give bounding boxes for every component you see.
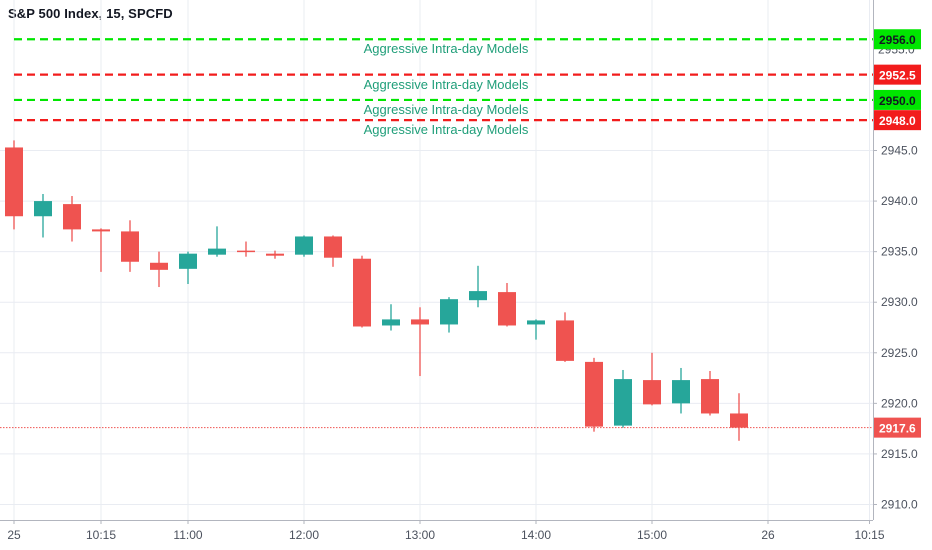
candle-body[interactable] bbox=[498, 292, 516, 326]
candle-body[interactable] bbox=[527, 320, 545, 325]
candle-body[interactable] bbox=[121, 231, 139, 262]
candle-body[interactable] bbox=[440, 299, 458, 325]
candle-body[interactable] bbox=[585, 361, 603, 427]
candle-body[interactable] bbox=[324, 236, 342, 258]
price-tick-label: 2935.0 bbox=[881, 245, 918, 259]
candle-body[interactable] bbox=[266, 253, 284, 256]
level-price-label: 2950.0 bbox=[879, 94, 916, 108]
price-tick-label: 2930.0 bbox=[881, 295, 918, 309]
level-annotation: Aggressive Intra-day Models bbox=[364, 102, 529, 117]
candle-body[interactable] bbox=[353, 258, 371, 327]
time-tick-label: 10:15 bbox=[86, 528, 116, 542]
time-tick-label: 13:00 bbox=[405, 528, 435, 542]
candle-body[interactable] bbox=[92, 229, 110, 232]
chart-title: S&P 500 Index, 15, SPCFD bbox=[8, 6, 173, 21]
candle-body[interactable] bbox=[469, 291, 487, 301]
time-tick-label: 11:00 bbox=[173, 528, 202, 542]
candle-body[interactable] bbox=[5, 147, 23, 217]
candle-body[interactable] bbox=[179, 253, 197, 269]
candle-body[interactable] bbox=[701, 379, 719, 414]
level-price-label-bg bbox=[874, 89, 921, 110]
time-tick-label: 10:15 bbox=[854, 528, 884, 542]
candle-body[interactable] bbox=[34, 201, 52, 217]
level-price-label-bg bbox=[874, 64, 921, 85]
time-tick-label: 26 bbox=[761, 528, 775, 542]
time-tick-label: 15:00 bbox=[637, 528, 667, 542]
price-tick-label: 2910.0 bbox=[881, 498, 918, 512]
level-annotation: Aggressive Intra-day Models bbox=[364, 122, 529, 137]
candle-body[interactable] bbox=[614, 379, 632, 426]
candle-body[interactable] bbox=[237, 250, 255, 253]
candle-body[interactable] bbox=[63, 204, 81, 230]
time-tick-label: 14:00 bbox=[521, 528, 551, 542]
candle-body[interactable] bbox=[643, 380, 661, 405]
level-annotation: Aggressive Intra-day Models bbox=[364, 41, 529, 56]
level-price-label: 2952.5 bbox=[879, 69, 916, 83]
last-price-label: 2917.6 bbox=[879, 422, 916, 436]
level-price-label: 2956.0 bbox=[879, 33, 916, 47]
candle-body[interactable] bbox=[730, 413, 748, 428]
candle-body[interactable] bbox=[382, 319, 400, 326]
candle-body[interactable] bbox=[411, 319, 429, 325]
candle-body[interactable] bbox=[672, 380, 690, 404]
price-tick-label: 2945.0 bbox=[881, 144, 918, 158]
price-tick-label: 2940.0 bbox=[881, 194, 918, 208]
candle-body[interactable] bbox=[295, 236, 313, 255]
candle-body[interactable] bbox=[150, 262, 168, 270]
level-price-label-bg bbox=[874, 29, 921, 50]
last-price-label-bg bbox=[874, 417, 921, 438]
price-tick-label: 2925.0 bbox=[881, 346, 918, 360]
time-tick-label: 12:00 bbox=[289, 528, 319, 542]
price-tick-label: 2915.0 bbox=[881, 447, 918, 461]
level-price-label-bg bbox=[874, 110, 921, 131]
candle-body[interactable] bbox=[556, 320, 574, 361]
candle-body[interactable] bbox=[208, 248, 226, 255]
level-price-label: 2948.0 bbox=[879, 114, 916, 128]
price-tick-label: 2920.0 bbox=[881, 396, 918, 410]
level-annotation: Aggressive Intra-day Models bbox=[364, 77, 529, 92]
time-tick-label: 25 bbox=[7, 528, 21, 542]
